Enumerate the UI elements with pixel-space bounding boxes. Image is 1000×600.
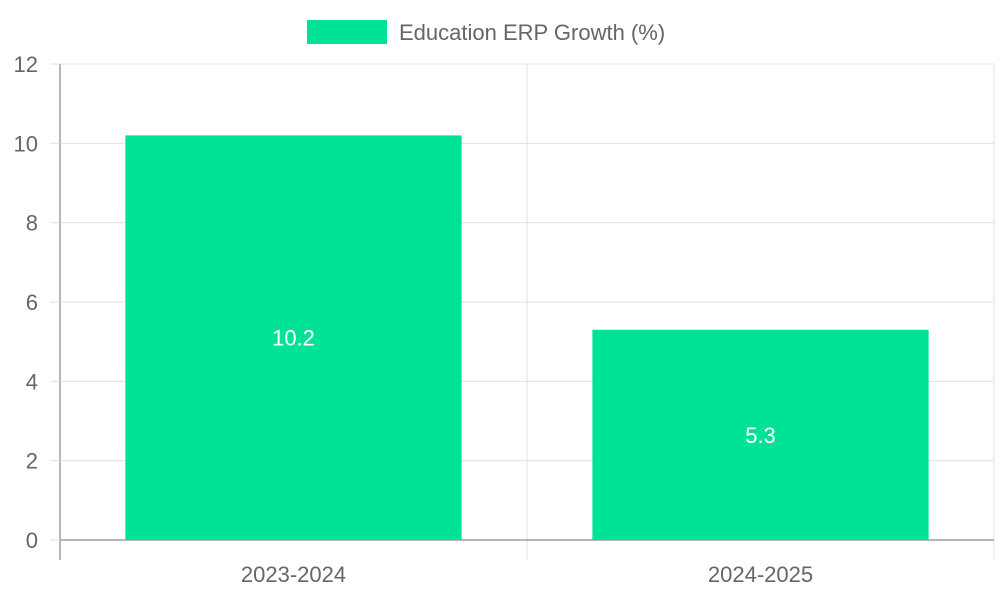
legend-label[interactable]: Education ERP Growth (%) — [399, 20, 665, 45]
data-label: 10.2 — [272, 326, 315, 351]
y-tick-label: 0 — [26, 528, 38, 553]
y-tick-label: 2 — [26, 449, 38, 474]
legend[interactable]: Education ERP Growth (%) — [307, 20, 665, 45]
y-axis-ticks: 0 2 4 6 8 10 12 — [14, 52, 60, 553]
y-tick-label: 8 — [26, 211, 38, 236]
y-tick-label: 10 — [14, 131, 38, 156]
bar[interactable] — [592, 329, 929, 540]
bars — [125, 135, 929, 540]
y-tick-label: 12 — [14, 52, 38, 77]
bar[interactable] — [125, 135, 462, 540]
x-tick-label: 2023-2024 — [241, 562, 346, 587]
data-label: 5.3 — [745, 423, 776, 448]
y-tick-label: 4 — [26, 369, 38, 394]
y-tick-label: 6 — [26, 290, 38, 315]
x-axis-ticks: 2023-2024 2024-2025 — [241, 562, 813, 587]
x-tick-label: 2024-2025 — [708, 562, 813, 587]
data-labels: 10.2 5.3 — [272, 326, 776, 448]
legend-swatch[interactable] — [307, 20, 387, 44]
